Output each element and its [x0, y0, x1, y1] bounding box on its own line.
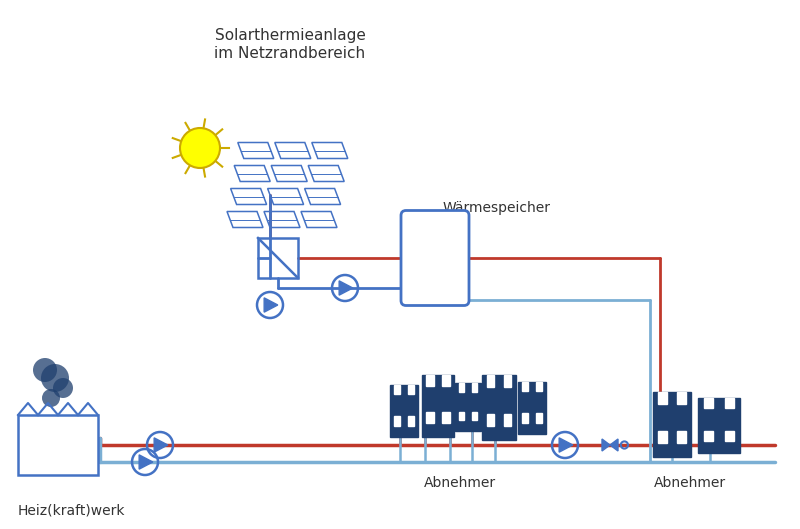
Bar	[704, 431, 713, 441]
Circle shape	[53, 378, 73, 398]
Text: Heiz(kraft)werk: Heiz(kraft)werk	[18, 504, 126, 518]
Bar	[426, 412, 434, 423]
Bar	[390, 385, 418, 437]
Bar	[536, 382, 542, 391]
Bar	[482, 375, 516, 440]
Circle shape	[180, 128, 220, 168]
Polygon shape	[264, 298, 278, 312]
Polygon shape	[610, 439, 618, 451]
Bar	[394, 385, 400, 394]
Bar	[698, 398, 740, 453]
Text: Solarthermieanlage: Solarthermieanlage	[214, 28, 366, 43]
Bar	[258, 238, 298, 278]
Polygon shape	[139, 455, 153, 469]
Bar	[678, 392, 686, 404]
Text: im Netzrandbereich: im Netzrandbereich	[214, 46, 366, 61]
Bar	[522, 382, 528, 391]
Bar	[458, 412, 464, 421]
Bar	[486, 414, 494, 426]
Bar	[442, 375, 450, 386]
Bar	[678, 431, 686, 443]
Bar	[472, 383, 478, 391]
Bar	[422, 375, 454, 437]
Bar	[504, 414, 511, 426]
Bar	[472, 412, 478, 421]
Bar	[408, 416, 414, 425]
Bar	[455, 383, 481, 431]
Bar	[704, 398, 713, 408]
Bar	[536, 413, 542, 423]
Text: Abnehmer: Abnehmer	[654, 476, 726, 490]
Bar	[725, 431, 734, 441]
Polygon shape	[559, 438, 573, 452]
Polygon shape	[339, 281, 353, 295]
Circle shape	[42, 389, 60, 407]
Bar	[486, 375, 494, 387]
Bar	[522, 413, 528, 423]
Bar	[394, 416, 400, 425]
Polygon shape	[602, 439, 610, 451]
Bar	[458, 383, 464, 391]
Polygon shape	[154, 438, 168, 452]
Circle shape	[41, 364, 69, 392]
Bar	[653, 392, 691, 457]
FancyBboxPatch shape	[401, 211, 469, 306]
Text: Wärmespeicher: Wärmespeicher	[443, 201, 551, 215]
Bar	[518, 382, 546, 434]
Bar	[725, 398, 734, 408]
Bar	[442, 412, 450, 423]
Bar	[504, 375, 511, 387]
Text: Abnehmer: Abnehmer	[424, 476, 496, 490]
Bar	[18, 415, 98, 475]
Bar	[658, 392, 666, 404]
Circle shape	[33, 358, 57, 382]
Bar	[408, 385, 414, 394]
Bar	[426, 375, 434, 386]
Bar	[658, 431, 666, 443]
